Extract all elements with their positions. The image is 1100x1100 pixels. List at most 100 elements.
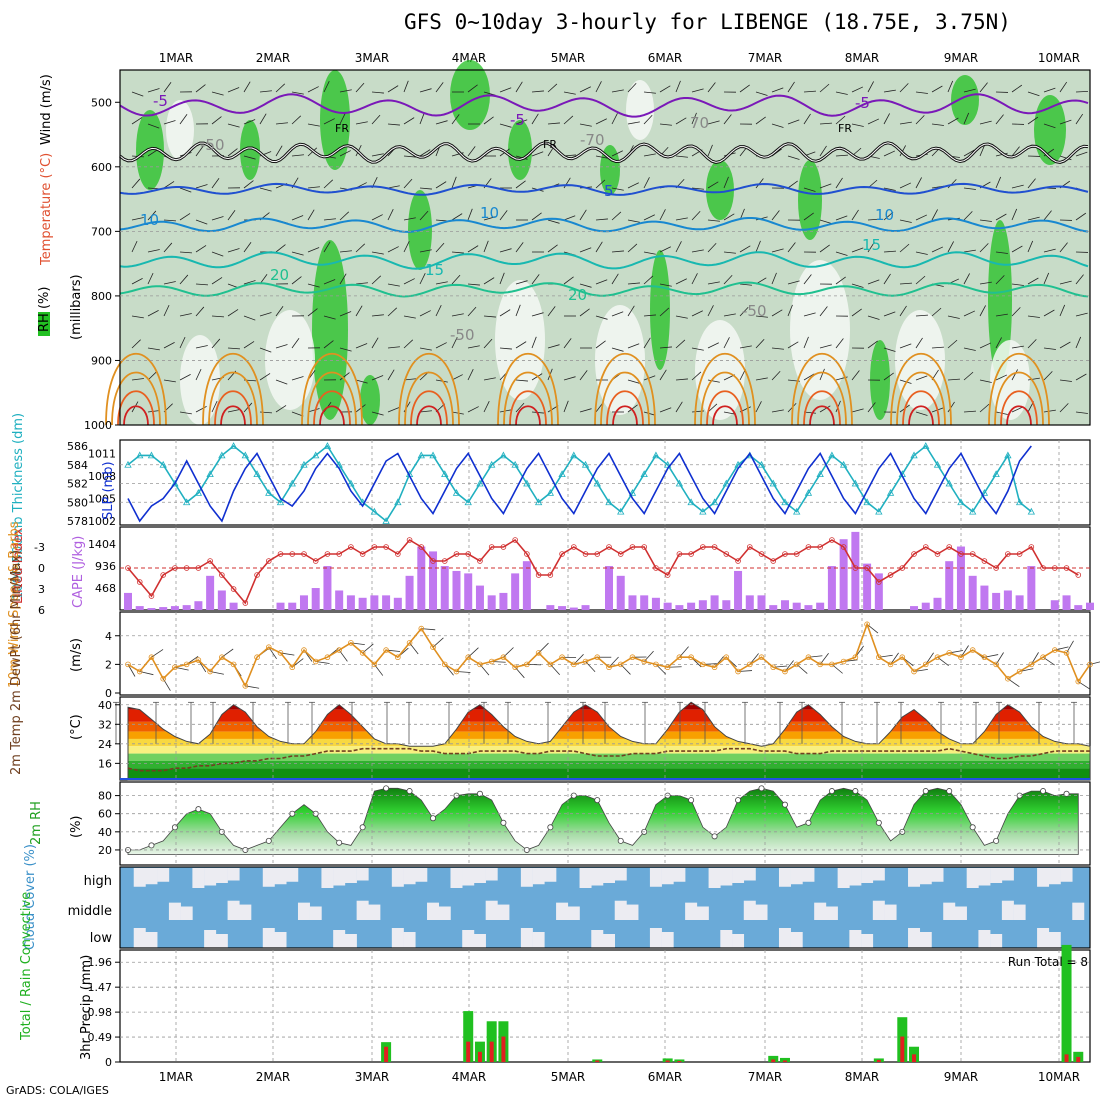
wind-barb xyxy=(531,151,544,157)
wind-speed-point xyxy=(477,661,483,668)
wind-speed-point xyxy=(125,661,131,668)
rh-point xyxy=(969,824,976,831)
wind-barb xyxy=(131,178,141,189)
cape-bar xyxy=(804,605,813,610)
wind-barb xyxy=(1043,272,1050,285)
wind-barb xyxy=(643,251,656,255)
rh-series xyxy=(125,785,1079,855)
rh-moist-region xyxy=(951,75,979,125)
wind-barb xyxy=(163,342,175,349)
cape-bar xyxy=(1086,602,1094,610)
wind-barb xyxy=(963,211,973,221)
lifted-index-point xyxy=(934,551,941,557)
rh-dry-region xyxy=(895,310,945,410)
wind-barb xyxy=(595,340,606,349)
lifted-index-point xyxy=(430,558,436,564)
wind-barb xyxy=(371,337,379,349)
lifted-index-point xyxy=(899,565,906,571)
rh-dry-region xyxy=(265,310,315,410)
wind-barb xyxy=(387,369,395,381)
y-tick-label: 700 xyxy=(91,225,112,238)
rh-point xyxy=(711,833,718,840)
wind-barb xyxy=(883,273,891,285)
wind-speed-point xyxy=(207,668,213,675)
wind-barb xyxy=(435,120,448,125)
wind-barb xyxy=(1059,155,1072,161)
wind-barb xyxy=(275,83,286,93)
lifted-index-point xyxy=(559,551,565,557)
lifted-index-point xyxy=(148,593,155,599)
wind-barb xyxy=(915,91,928,94)
diurnal-contour xyxy=(503,371,553,426)
wind-speed-point xyxy=(359,650,366,656)
cape-bar xyxy=(980,585,989,610)
diurnal-contour xyxy=(797,371,847,426)
wind-barb xyxy=(307,186,320,189)
wind-barb xyxy=(323,279,336,285)
wind-barb xyxy=(419,273,426,285)
rh-point xyxy=(805,819,812,826)
wind-barb xyxy=(819,244,830,253)
date-label-top: 4MAR xyxy=(452,51,487,65)
precip-convective-bar xyxy=(900,1036,905,1062)
slp-axes: 586 584 582 580 578 1011 1008 1005 1002 xyxy=(67,440,116,528)
wind-barb xyxy=(147,210,157,221)
wind-barb xyxy=(147,149,159,157)
diurnal-contour xyxy=(123,405,149,426)
slp-ylabel-thickness: 1000-500mb Thickness (dm) xyxy=(11,413,26,600)
wind-barb xyxy=(1011,208,1018,221)
wind-barb xyxy=(723,213,735,221)
wind-barb xyxy=(275,379,288,385)
wind-barb xyxy=(787,304,793,317)
wind-barb xyxy=(899,243,910,253)
wind-barb xyxy=(739,283,752,286)
cloud-level-label: low xyxy=(90,931,113,946)
cloud-ylabel: Cloud Cover (%) xyxy=(23,844,38,950)
wind-barb xyxy=(483,277,495,285)
cape-bar xyxy=(992,592,1001,610)
wind-barb xyxy=(435,281,448,285)
wind-ylabel: 10m Wind Speed & Barbs xyxy=(7,521,22,688)
slp-panel-frame xyxy=(119,439,1091,526)
y-tick-label: 16 xyxy=(98,757,112,770)
lifted-index-point xyxy=(195,565,202,571)
cape-bar xyxy=(1003,590,1012,610)
cloud-clear-block xyxy=(732,934,745,948)
wind-barb xyxy=(787,242,796,253)
diurnal-contour xyxy=(202,352,264,426)
lifted-index-point xyxy=(711,544,718,550)
rh-point xyxy=(406,788,413,795)
cloud-clear-block xyxy=(227,868,240,881)
wind-barb xyxy=(659,123,672,126)
cloud-clear-block xyxy=(825,906,838,920)
wind-barb xyxy=(883,187,896,191)
rh-point xyxy=(781,801,788,808)
wind-barb xyxy=(1043,309,1055,317)
li-tick-label: 3 xyxy=(38,583,45,596)
y-tick-label: 20 xyxy=(98,844,112,857)
upper-y-axis: 500 600 700 800 900 1000 xyxy=(84,96,120,432)
rh-point xyxy=(946,788,953,795)
wind-barb xyxy=(915,214,928,221)
diurnal-contour xyxy=(600,371,650,426)
thickness-point xyxy=(265,489,273,496)
cape-bar xyxy=(581,605,590,610)
thickness-point xyxy=(370,507,379,515)
slp-tick-label: 1002 xyxy=(88,515,116,528)
thickness-point xyxy=(206,470,214,478)
cape-axes: -3 0 3 6 1404 936 468 xyxy=(34,538,116,617)
wind-barb xyxy=(1027,178,1036,189)
cape-bar xyxy=(558,606,567,610)
wind-speed-point xyxy=(852,654,859,661)
wind-speed-point xyxy=(1052,647,1058,653)
wind-barb xyxy=(403,80,409,93)
lifted-index-point xyxy=(805,544,812,550)
cloud-clear-block xyxy=(1037,868,1050,887)
wind-barb xyxy=(739,84,750,93)
wind-barb xyxy=(339,273,347,285)
wind-barb xyxy=(675,378,688,381)
precip-day-grid xyxy=(175,950,1060,1062)
wind-barb xyxy=(355,121,368,125)
lifted-index-point xyxy=(582,551,589,557)
cloud-clear-block xyxy=(990,934,1003,948)
